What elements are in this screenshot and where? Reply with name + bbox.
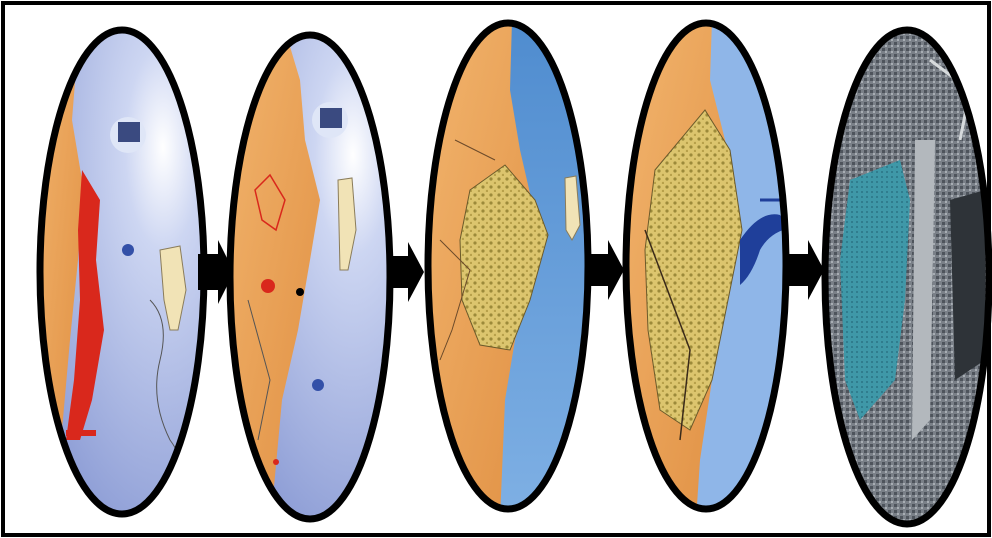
satellite-water-area [840,160,910,420]
stage-4-ring [622,19,790,513]
stage-2-map [226,31,394,523]
right-arrow-icon [388,242,424,302]
stage-5-ring [821,26,992,528]
stage-3-map [424,19,592,513]
harbour-shape [740,214,786,285]
right-arrow-icon [588,240,624,300]
stage-4-map [622,19,790,513]
stage-5-satellite [821,26,992,528]
red-strip [66,170,104,440]
right-arrow-icon [788,240,824,300]
right-arrow-icon [198,240,234,304]
